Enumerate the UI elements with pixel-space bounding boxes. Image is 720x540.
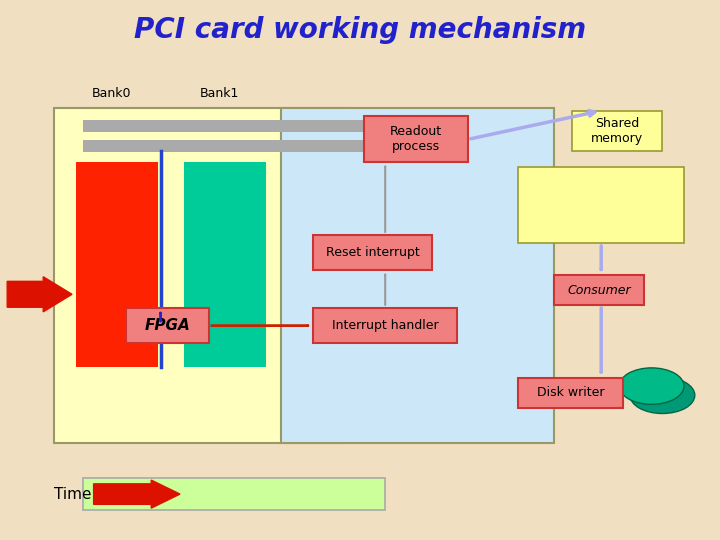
Text: Interrupt handler: Interrupt handler: [332, 319, 438, 332]
FancyBboxPatch shape: [184, 162, 266, 367]
FancyArrow shape: [7, 276, 72, 312]
FancyBboxPatch shape: [126, 308, 209, 343]
FancyBboxPatch shape: [554, 275, 644, 305]
FancyBboxPatch shape: [518, 378, 623, 408]
FancyBboxPatch shape: [313, 235, 432, 270]
FancyBboxPatch shape: [313, 308, 457, 343]
Ellipse shape: [630, 377, 695, 414]
FancyBboxPatch shape: [364, 116, 468, 162]
Ellipse shape: [619, 368, 684, 404]
FancyBboxPatch shape: [76, 162, 158, 367]
Text: Disk writer: Disk writer: [537, 386, 604, 400]
Text: Bank0: Bank0: [92, 87, 131, 100]
Text: Reset interrupt: Reset interrupt: [325, 246, 420, 259]
Text: Readout
process: Readout process: [390, 125, 442, 153]
Text: Bank1: Bank1: [200, 87, 239, 100]
Text: PCI card working mechanism: PCI card working mechanism: [134, 16, 586, 44]
FancyArrow shape: [94, 480, 180, 508]
FancyBboxPatch shape: [518, 167, 684, 243]
FancyBboxPatch shape: [54, 108, 349, 443]
Text: Time: Time: [54, 487, 91, 502]
FancyBboxPatch shape: [572, 111, 662, 151]
FancyBboxPatch shape: [83, 478, 385, 510]
Text: FPGA: FPGA: [145, 318, 190, 333]
FancyBboxPatch shape: [83, 140, 414, 152]
FancyBboxPatch shape: [281, 108, 554, 443]
Text: Consumer: Consumer: [567, 284, 631, 297]
Text: Shared
memory: Shared memory: [591, 117, 644, 145]
FancyBboxPatch shape: [83, 120, 414, 132]
